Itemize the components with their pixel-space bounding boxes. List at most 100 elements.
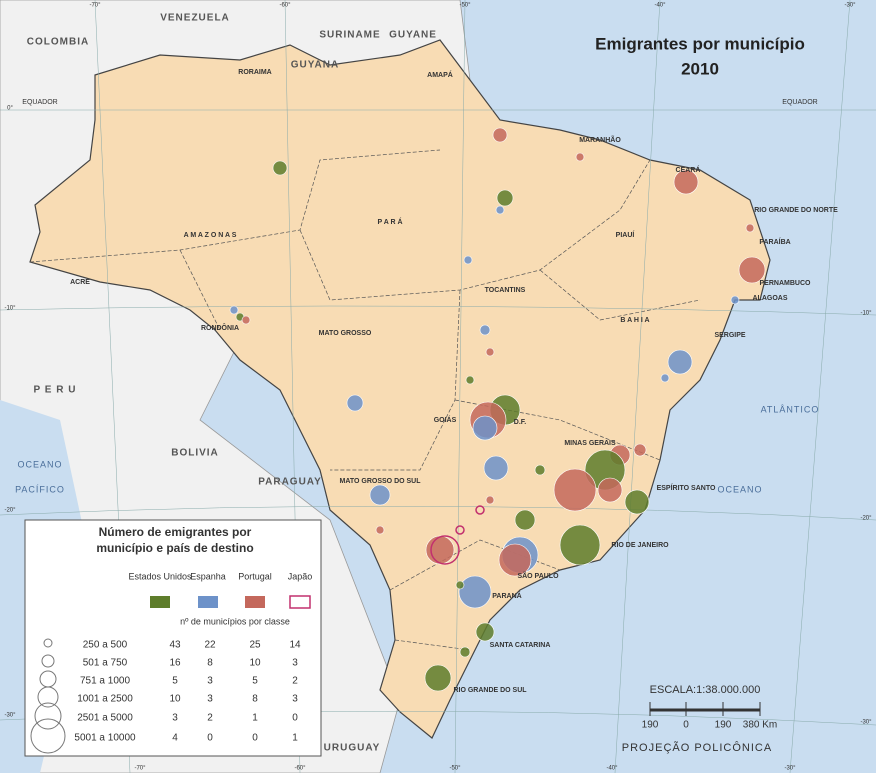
meridian-label: -50° [459, 3, 471, 9]
legend-count: 14 [289, 640, 301, 651]
country-label: COLOMBIA [27, 37, 89, 48]
legend-class-label: 2501 a 5000 [77, 713, 133, 724]
meridian-label: -30° [784, 766, 796, 772]
municipality-bubble [597, 477, 623, 503]
state-label: D.F. [514, 419, 527, 426]
municipality-bubble [485, 495, 495, 505]
state-label: RONDÔNIA [201, 323, 239, 332]
state-label: ALAGOAS [753, 295, 788, 302]
state-label: P A R Á [377, 217, 402, 226]
parallel-label: -10° [860, 311, 872, 317]
legend-destination: Portugal [238, 571, 272, 581]
country-label: PARAGUAY [258, 477, 322, 488]
municipality-bubble [455, 525, 465, 535]
state-label: SERGIPE [714, 332, 745, 339]
country-label: SURINAME [319, 30, 380, 41]
state-label: RORAIMA [238, 69, 271, 76]
state-label: PERNAMBUCO [760, 280, 812, 287]
legend-class-label: 751 a 1000 [80, 676, 130, 687]
meridian-label: -60° [294, 766, 306, 772]
parallel-label: -20° [860, 516, 872, 522]
parallel-label: -30° [860, 720, 872, 726]
municipality-bubble [559, 524, 601, 566]
state-label: TOCANTINS [485, 287, 526, 294]
ocean-label: OCEANO [717, 484, 762, 494]
municipality-bubble [346, 394, 364, 412]
legend-count: 10 [249, 658, 261, 669]
country-label: URUGUAY [324, 743, 381, 754]
legend-class-label: 250 a 500 [83, 640, 128, 651]
legend-box [24, 519, 322, 757]
title: Emigrantes por município [595, 34, 805, 53]
legend-count: 22 [204, 640, 216, 651]
legend-title: município e país de destino [96, 541, 253, 555]
legend-count: 3 [172, 713, 178, 724]
parallel-label: -30° [4, 713, 16, 719]
projection: PROJEÇÃO POLICÔNICA [622, 741, 772, 754]
municipality-bubble [667, 349, 693, 375]
meridian-label: -30° [844, 3, 856, 9]
municipality-bubble [229, 305, 239, 315]
legend-class-label: 501 a 750 [83, 658, 128, 669]
state-label: GOIÁS [434, 415, 457, 424]
municipality-bubble [534, 464, 546, 476]
municipality-bubble [465, 375, 475, 385]
legend-count: 16 [169, 658, 181, 669]
municipality-bubble [475, 622, 495, 642]
state-label: SANTA CATARINA [490, 642, 551, 649]
municipality-bubble [369, 484, 391, 506]
municipality-bubble [272, 160, 288, 176]
meridian-label: -70° [134, 766, 146, 772]
scale-tick: 380 Km [743, 720, 777, 731]
scale-tick: 190 [715, 720, 732, 731]
state-label: RIO GRANDE DO SUL [453, 687, 527, 694]
state-label: PARAÍBA [759, 237, 790, 246]
municipality-bubble [455, 580, 465, 590]
legend-count: 0 [252, 733, 258, 744]
legend-destination: Estados Unidos [128, 571, 192, 581]
parallel-label: -10° [4, 306, 16, 312]
municipality-bubble [498, 543, 532, 577]
equator-label: EQUADOR [782, 99, 817, 106]
meridian-label: -60° [279, 3, 291, 9]
municipality-bubble [730, 295, 740, 305]
legend-count: 3 [207, 676, 213, 687]
state-label: CEARÁ [676, 165, 701, 174]
state-label: SÃO PAULO [517, 571, 559, 580]
state-label: MARANHÃO [579, 135, 621, 144]
state-label: A M A Z O N A S [184, 232, 237, 239]
municipality-bubble [463, 255, 473, 265]
ocean-label: PACÍFICO [15, 484, 65, 494]
ocean-label: ATLÂNTICO [761, 404, 820, 414]
legend-count: 3 [207, 694, 213, 705]
municipality-bubble [430, 535, 460, 565]
state-label: PIAUÍ [616, 230, 636, 239]
legend-destination: Japão [288, 571, 313, 581]
municipality-bubble [459, 646, 471, 658]
municipality-bubble [485, 347, 495, 357]
legend-swatch [245, 596, 265, 608]
state-label: ESPÍRITO SANTO [657, 483, 716, 492]
legend-size-circle [37, 686, 59, 708]
legend-count: 2 [207, 713, 213, 724]
state-borders [29, 149, 701, 651]
state-label: PARANÁ [492, 591, 521, 600]
legend-swatch [150, 596, 170, 608]
meridian-label: -40° [606, 766, 618, 772]
legend-count: 3 [292, 658, 298, 669]
legend-count: 8 [252, 694, 258, 705]
legend-count: 25 [249, 640, 261, 651]
state-label: AMAPÁ [427, 70, 453, 79]
municipality-bubble [624, 489, 650, 515]
state-label: RIO DE JANEIRO [611, 542, 669, 549]
municipality-bubble [375, 525, 385, 535]
state-label: B A H I A [620, 317, 649, 324]
legend-count: 5 [252, 676, 258, 687]
municipality-bubble [738, 256, 766, 284]
municipality-bubble [745, 223, 755, 233]
legend-count: 0 [207, 733, 213, 744]
ocean-label: OCEANO [17, 459, 62, 469]
legend-count: 5 [172, 676, 178, 687]
municipality-bubble [495, 205, 505, 215]
